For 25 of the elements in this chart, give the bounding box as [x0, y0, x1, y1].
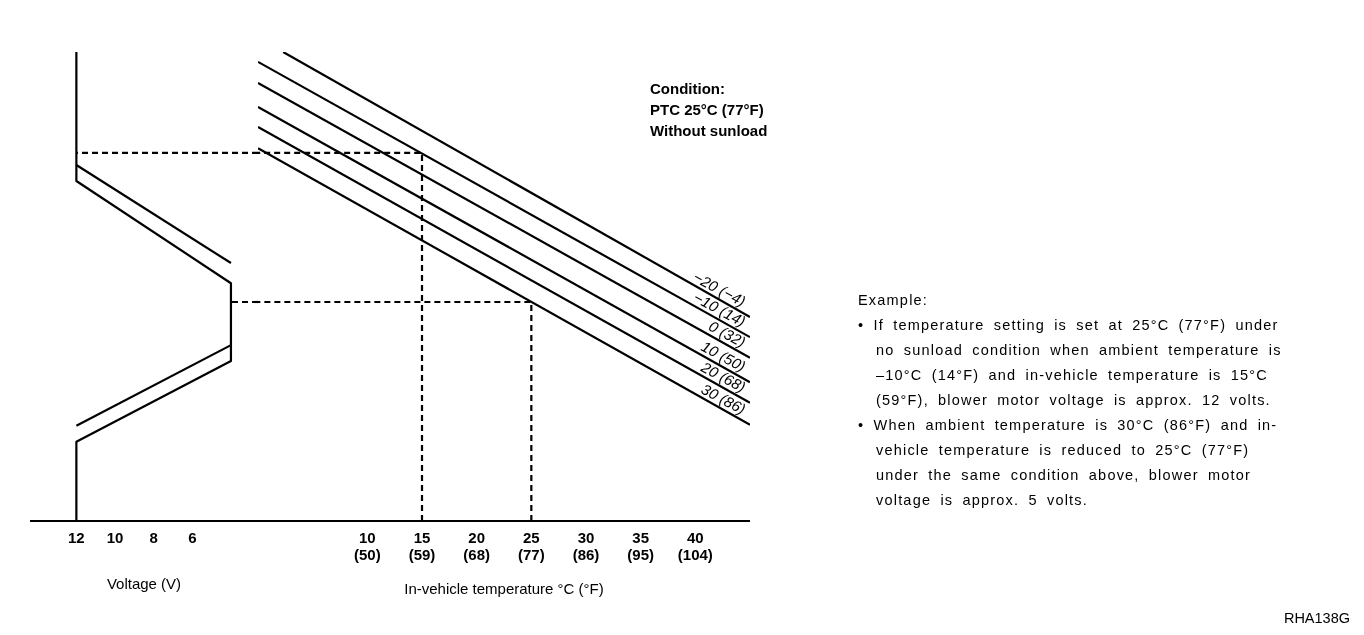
- x-tick-label: 10: [106, 529, 124, 546]
- x2-tick-label: (104): [677, 546, 713, 563]
- x-tick-label: 10: [358, 529, 376, 546]
- text: • When ambient temperature is 30°C (86°F) and in-vehicle temperature is reduced to 25°C (77°F) under the same condition above, blower motor voltage is approx. 5 volts.: [858, 416, 1279, 510]
- x-tick-label: 30: [577, 529, 595, 546]
- text: Example:: [858, 291, 930, 310]
- x-axis-title: In-vehicle temperature °C (°F): [404, 580, 604, 597]
- x-tick-label: 8: [149, 529, 158, 546]
- text: RHA138G: [1283, 610, 1350, 626]
- x-tick-label: 12: [68, 529, 85, 546]
- x2-tick-label: (95): [627, 546, 655, 563]
- x2-tick-label: (50): [353, 546, 381, 563]
- x2-tick-label: (59): [408, 546, 436, 563]
- x-tick-label: 6: [188, 529, 197, 546]
- text: • If temperature setting is set at 25°C (77°F) under no sunload condition when ambient temperature is –10°C (14°F) and in-vehicle temperature is 15°C (59°F), blower motor voltage is approx. 12 volts.: [858, 316, 1283, 410]
- x-tick-label: 20: [468, 529, 486, 546]
- x-tick-label: 25: [522, 529, 540, 546]
- x2-tick-label: (77): [517, 546, 545, 563]
- x-tick-label: 35: [632, 529, 650, 546]
- annotation: Condition: PTC 25°C (77°F) Without sunload: [650, 79, 768, 141]
- x2-tick-label: (86): [572, 546, 600, 563]
- x-tick-label: 15: [413, 529, 431, 546]
- x2-tick-label: (68): [463, 546, 491, 563]
- x-tick-label: 40: [686, 529, 704, 546]
- x-axis-title: Voltage (V): [106, 575, 182, 592]
